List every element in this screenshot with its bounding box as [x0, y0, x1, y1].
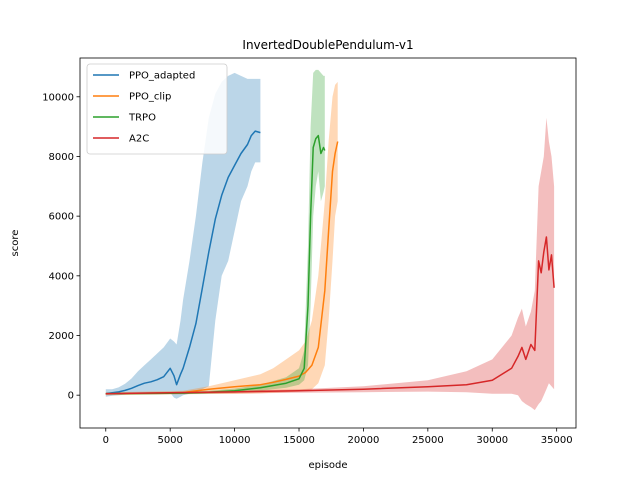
x-tick-label: 15000 — [283, 435, 315, 446]
axes — [79, 57, 577, 429]
y-axis-label: score — [10, 230, 21, 257]
line-a2c — [105, 236, 555, 395]
plot-frame — [79, 57, 577, 429]
chart-title: InvertedDoublePendulum-v1 — [242, 38, 413, 52]
y-tick-label: 10000 — [42, 92, 74, 103]
band-a2c — [105, 117, 555, 411]
x-tick-label: 35000 — [541, 435, 573, 446]
x-tick-label: 0 — [103, 435, 109, 446]
x-axis-ticks: 0 5000 10000 15000 20000 25000 30000 35000 — [103, 428, 573, 446]
legend-label-a2c: A2C — [129, 134, 149, 145]
y-axis-ticks: 0 2000 4000 6000 8000 10000 — [42, 92, 80, 402]
x-tick-label: 30000 — [476, 435, 508, 446]
legend: PPO_adapted PPO_clip TRPO A2C — [86, 63, 228, 155]
y-tick-label: 8000 — [49, 152, 74, 163]
series-lines — [105, 130, 555, 395]
legend-label-trpo: TRPO — [128, 113, 156, 124]
x-tick-label: 20000 — [348, 435, 380, 446]
y-tick-label: 2000 — [49, 331, 74, 342]
legend-box — [86, 63, 228, 155]
band-trpo — [105, 69, 325, 395]
band-ppo-clip — [105, 81, 338, 396]
x-tick-label: 25000 — [412, 435, 444, 446]
x-axis-label: episode — [308, 460, 347, 471]
line-ppo-adapted — [105, 130, 261, 395]
legend-label-ppo-clip: PPO_clip — [129, 92, 171, 103]
x-tick-label: 10000 — [219, 435, 251, 446]
legend-label-ppo-adapted: PPO_adapted — [129, 71, 195, 82]
y-tick-label: 6000 — [49, 212, 74, 223]
x-tick-label: 5000 — [157, 435, 182, 446]
y-tick-label: 4000 — [49, 271, 74, 282]
y-tick-label: 0 — [68, 391, 74, 402]
